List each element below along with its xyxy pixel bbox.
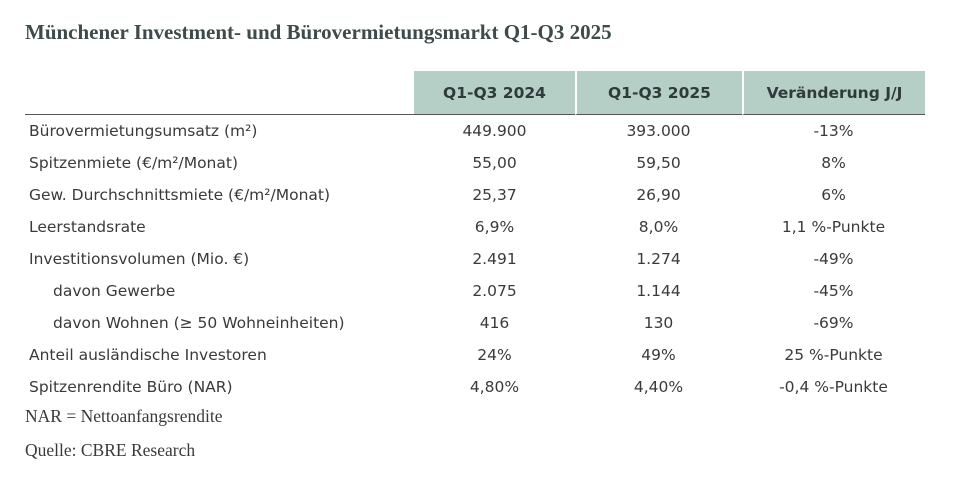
table-cell: 393.000 xyxy=(626,122,691,140)
row-label: Anteil ausländische Investoren xyxy=(29,346,267,364)
table-cell: 6,9% xyxy=(474,218,515,236)
row-label: Gew. Durchschnittsmiete (€/m²/Monat) xyxy=(29,186,331,204)
table-row: Bürovermietungsumsatz (m²) 449.900 393.000… xyxy=(25,115,925,147)
table-cell: 59,50 xyxy=(636,154,681,172)
table-cell: -69% xyxy=(813,314,854,332)
table-cell: 130 xyxy=(643,314,674,332)
row-label: davon Gewerbe xyxy=(53,282,176,300)
table-body: Bürovermietungsumsatz (m²) 449.900 393.000… xyxy=(25,115,925,403)
table-cell: 8% xyxy=(821,154,846,172)
market-table-container: Q1-Q3 2024 Q1-Q3 2025 Veränderung J/J Bü… xyxy=(25,71,925,403)
header-empty-cell xyxy=(25,71,414,115)
table-row: Spitzenmiete (€/m²/Monat) 55,00 59,50 8% xyxy=(25,147,925,179)
table-header-row: Q1-Q3 2024 Q1-Q3 2025 Veränderung J/J xyxy=(25,71,925,115)
table-cell: 49% xyxy=(641,346,676,364)
table-row: davon Gewerbe 2.075 1.144 -45% xyxy=(25,275,925,307)
table-cell: 4,40% xyxy=(633,378,684,396)
table-cell: 416 xyxy=(479,314,510,332)
table-cell: 8,0% xyxy=(638,218,679,236)
table-cell: 449.900 xyxy=(462,122,527,140)
table-cell: 6% xyxy=(821,186,846,204)
table-row: Anteil ausländische Investoren 24% 49% 25 %… xyxy=(25,339,925,371)
footnote-nar: NAR = Nettoanfangsrendite xyxy=(25,406,223,426)
table-cell: 1.274 xyxy=(636,250,681,268)
table-cell: 2.075 xyxy=(472,282,517,300)
table-cell: 1.144 xyxy=(636,282,681,300)
market-table: Q1-Q3 2024 Q1-Q3 2025 Veränderung J/J Bü… xyxy=(25,71,925,403)
table-cell: -13% xyxy=(813,122,854,140)
row-label: Leerstandsrate xyxy=(29,218,146,236)
row-label: Spitzenmiete (€/m²/Monat) xyxy=(29,154,239,172)
row-label: Spitzenrendite Büro (NAR) xyxy=(29,378,233,396)
table-cell: 25 %-Punkte xyxy=(784,346,883,364)
row-label: davon Wohnen (≥ 50 Wohneinheiten) xyxy=(53,314,345,332)
source-note: Quelle: CBRE Research xyxy=(25,440,196,460)
page-title: Münchener Investment- und Bürovermietung… xyxy=(25,20,612,44)
table-row: Gew. Durchschnittsmiete (€/m²/Monat) 25,3… xyxy=(25,179,925,211)
table-cell: 24% xyxy=(477,346,512,364)
table-cell: 25,37 xyxy=(472,186,517,204)
table-row: davon Wohnen (≥ 50 Wohneinheiten) 416 130 -… xyxy=(25,307,925,339)
column-header: Veränderung J/J xyxy=(742,71,925,115)
table-cell: -49% xyxy=(813,250,854,268)
column-header: Q1-Q3 2025 xyxy=(575,71,742,115)
table-cell: -0,4 %-Punkte xyxy=(779,378,888,396)
row-label: Investitionsvolumen (Mio. €) xyxy=(29,250,250,268)
table-cell: 26,90 xyxy=(636,186,681,204)
table-row: Investitionsvolumen (Mio. €) 2.491 1.274 -4… xyxy=(25,243,925,275)
column-header: Q1-Q3 2024 xyxy=(414,71,575,115)
table-cell: -45% xyxy=(813,282,854,300)
table-cell: 1,1 %-Punkte xyxy=(781,218,886,236)
table-cell: 55,00 xyxy=(472,154,517,172)
table-cell: 4,80% xyxy=(469,378,520,396)
row-label: Bürovermietungsumsatz (m²) xyxy=(29,122,258,140)
table-cell: 2.491 xyxy=(472,250,517,268)
table-row: Spitzenrendite Büro (NAR) 4,80% 4,40% -0,4 … xyxy=(25,371,925,403)
table-row: Leerstandsrate 6,9% 8,0% 1,1 %-Punkte xyxy=(25,211,925,243)
